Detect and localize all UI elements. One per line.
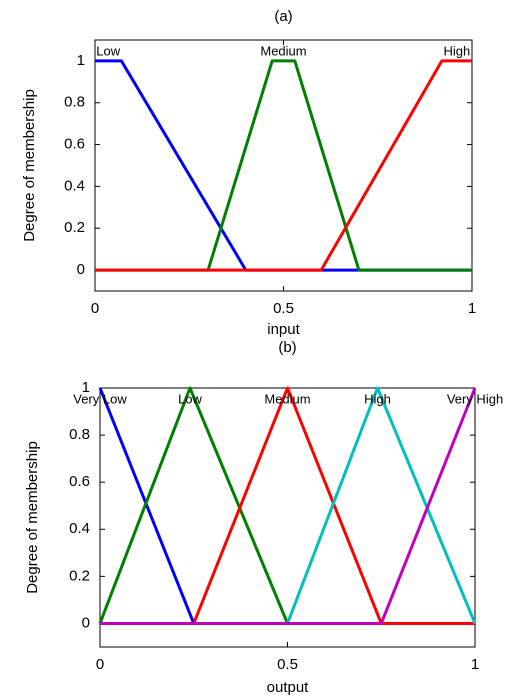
- x-tick-label: 0.5: [277, 656, 298, 673]
- y-tick-label: 0.6: [69, 473, 90, 490]
- chart-title: (b): [278, 339, 296, 356]
- y-tick-label: 0.8: [69, 426, 90, 443]
- membership-line: [95, 59, 472, 272]
- y-tick-label: 0.4: [64, 177, 85, 194]
- series-label: Medium: [260, 43, 306, 58]
- series-label: High: [444, 43, 471, 58]
- membership-line: [100, 386, 475, 625]
- series-label: Medium: [264, 391, 310, 406]
- x-tick-label: 0: [96, 656, 104, 673]
- membership-line: [95, 59, 472, 272]
- series-label: High: [364, 391, 391, 406]
- series-label: Very High: [447, 391, 503, 406]
- x-tick-label: 1: [468, 300, 476, 317]
- membership-line: [95, 59, 472, 272]
- y-tick-label: 0.4: [69, 520, 90, 537]
- plot-frame: [94, 39, 473, 292]
- chart-title: (a): [274, 8, 292, 25]
- y-tick-label: 0.6: [64, 136, 85, 153]
- y-tick-label: 1: [77, 52, 85, 69]
- x-tick-label: 0.5: [273, 300, 294, 317]
- y-axis-label: Degree of membership: [24, 441, 41, 594]
- x-tick-label: 1: [471, 656, 479, 673]
- y-tick-label: 0: [82, 614, 90, 631]
- membership-line: [98, 387, 475, 625]
- series-label: Low: [96, 43, 120, 58]
- membership-line: [98, 386, 475, 625]
- membership-line: [100, 387, 477, 625]
- y-tick-label: 1: [82, 379, 90, 396]
- y-tick-label: 0: [77, 261, 85, 278]
- y-tick-label: 0.8: [64, 94, 85, 111]
- y-tick-label: 0.2: [69, 567, 90, 584]
- x-tick-label: 0: [91, 300, 99, 317]
- x-axis-label: input: [267, 321, 300, 338]
- y-axis-label: Degree of membership: [21, 89, 38, 242]
- y-tick-label: 0.2: [64, 219, 85, 236]
- series-label: Low: [178, 391, 202, 406]
- x-axis-label: output: [267, 679, 310, 696]
- plot-frame: [99, 387, 476, 648]
- series-label: Very Low: [73, 391, 127, 406]
- membership-line: [100, 386, 477, 625]
